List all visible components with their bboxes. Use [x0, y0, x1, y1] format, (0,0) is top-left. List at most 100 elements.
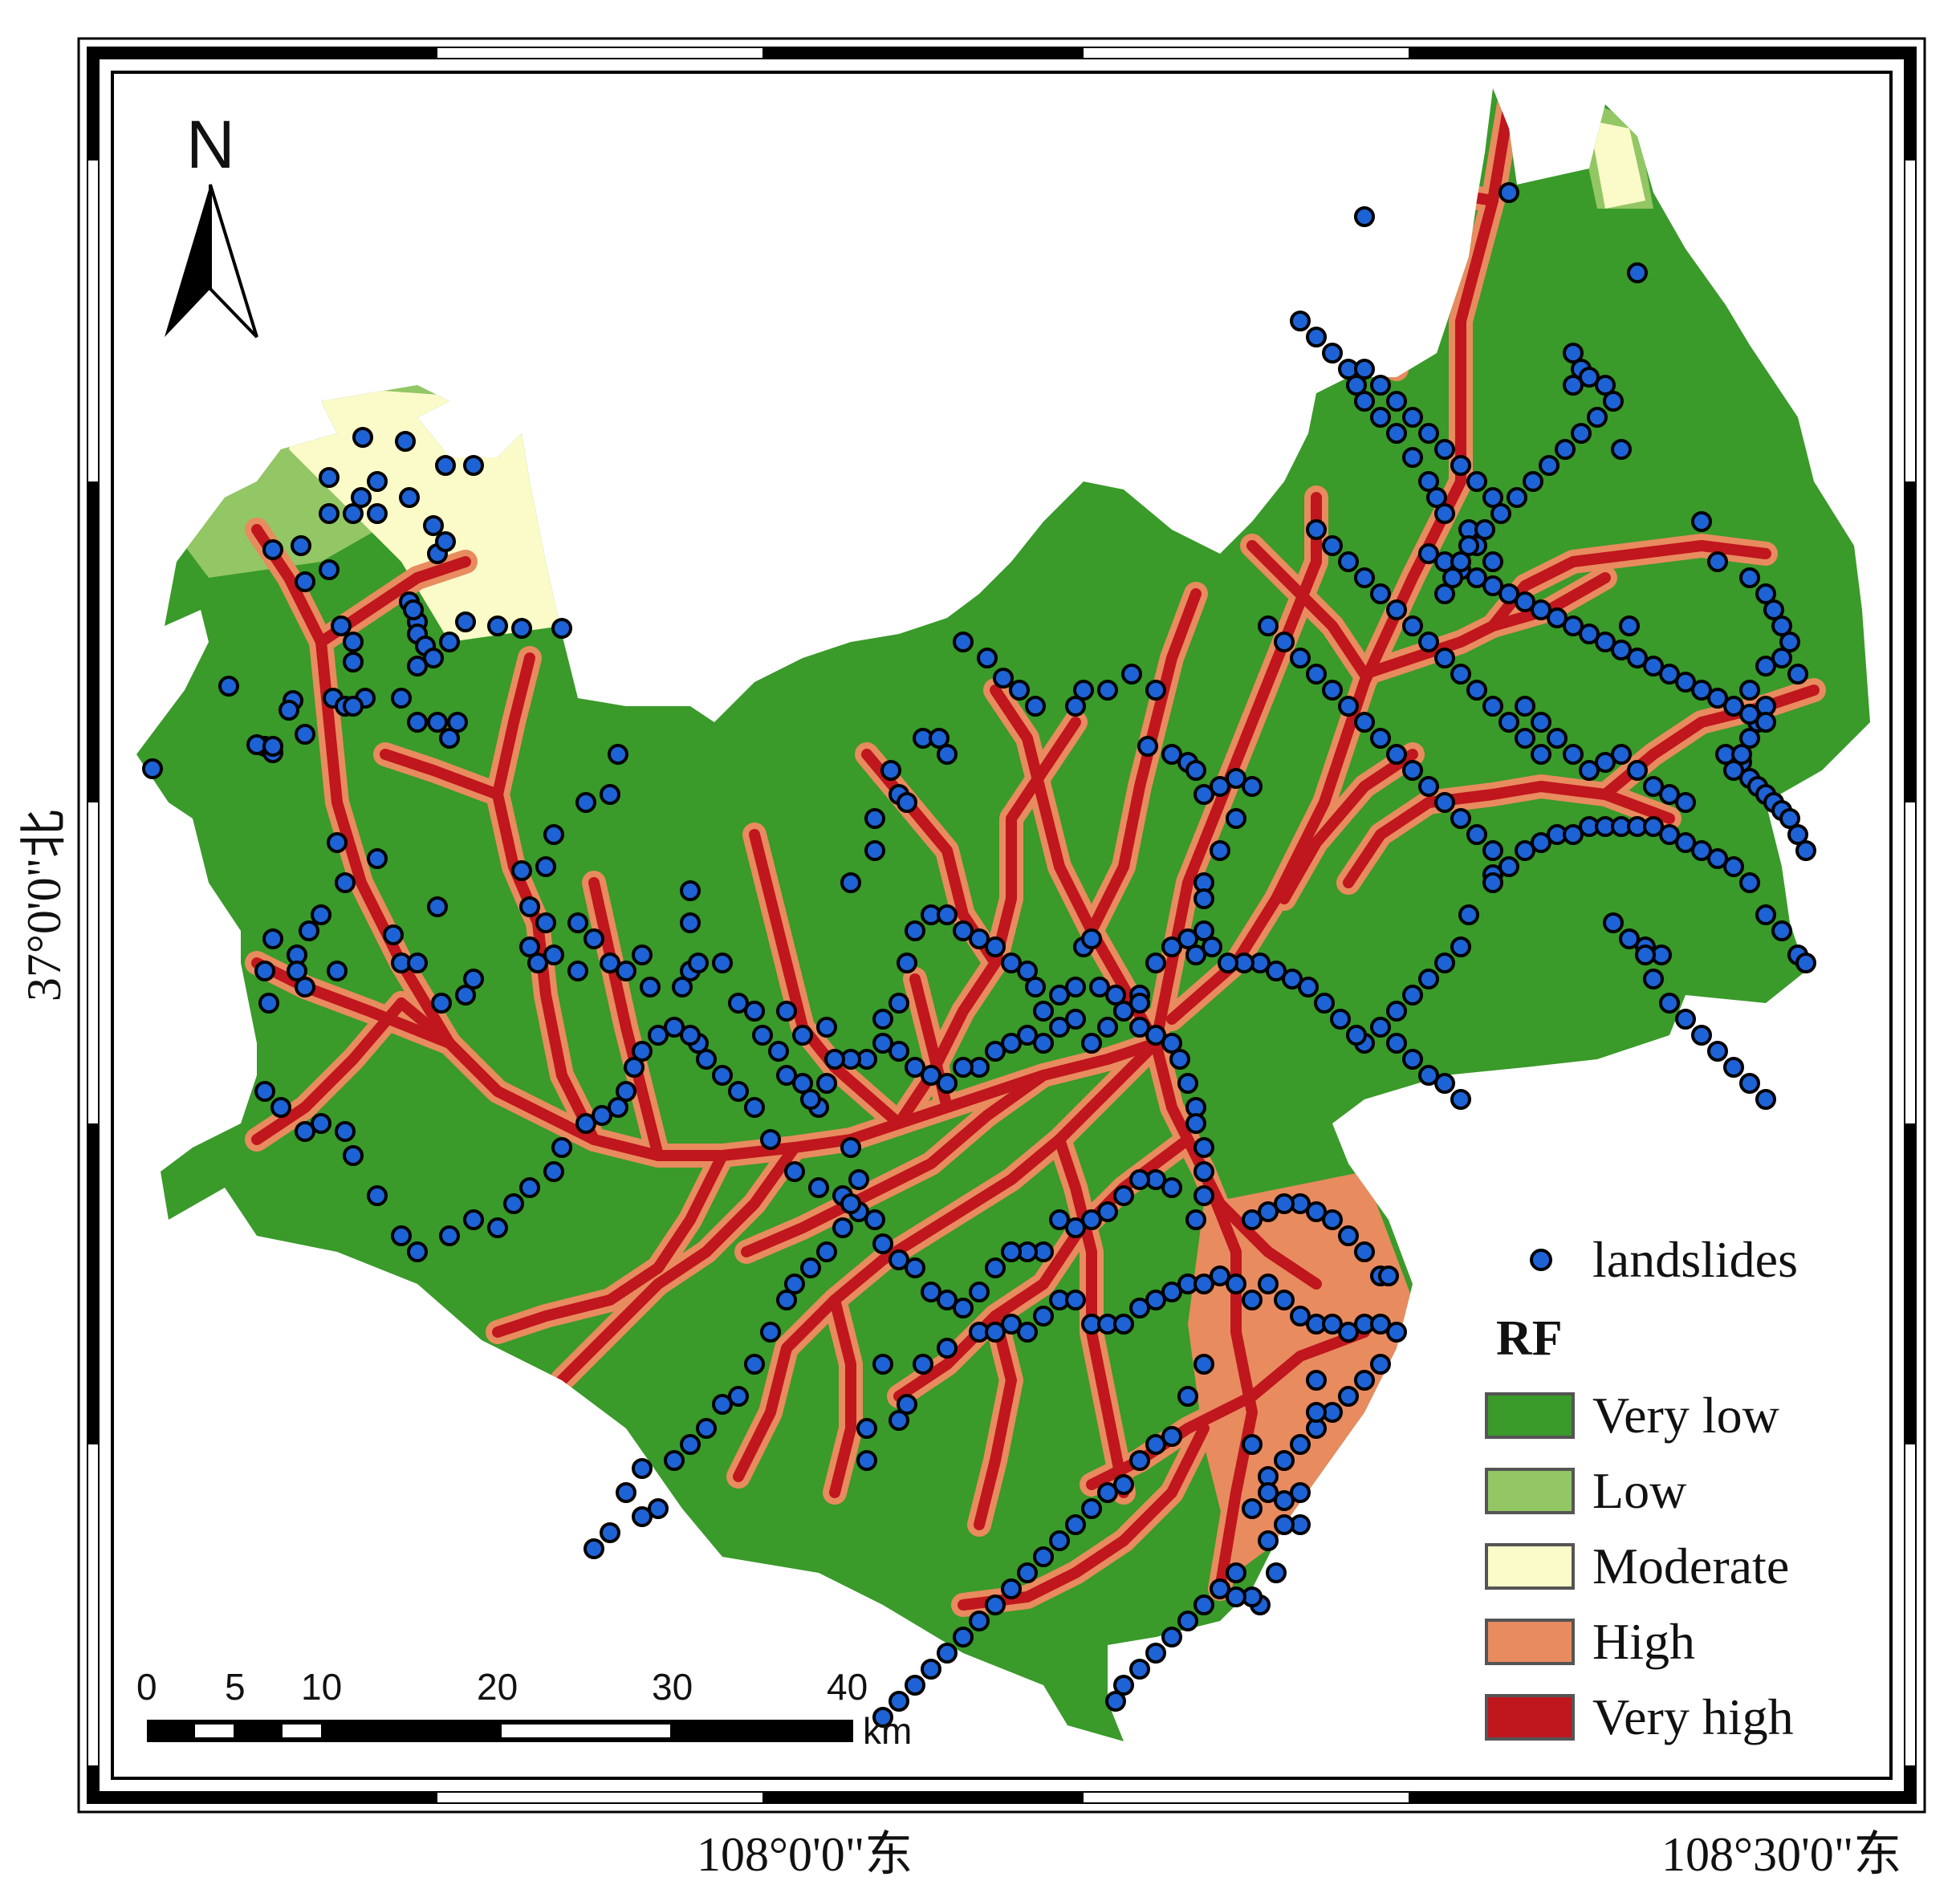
landslide-point	[792, 1025, 813, 1046]
landslide-point	[1258, 1274, 1279, 1294]
landslide-point	[1145, 1643, 1166, 1664]
landslide-point	[1659, 664, 1680, 685]
landslide-point	[1065, 977, 1086, 997]
landslide-point	[1611, 640, 1632, 660]
landslide-point	[1258, 1530, 1279, 1551]
landslide-point	[1145, 1025, 1166, 1046]
landslide-point	[985, 1322, 1006, 1343]
landslide-point	[1193, 1185, 1214, 1206]
landslide-point	[728, 993, 749, 1014]
landslide-point	[1386, 423, 1407, 444]
landslide-point	[1306, 1201, 1327, 1222]
landslide-point	[1515, 840, 1535, 861]
landslide-point	[1771, 648, 1792, 668]
landslide-point	[856, 1418, 877, 1439]
landslide-point	[142, 758, 163, 779]
landslide-point	[1795, 840, 1816, 861]
landslide-point	[985, 1595, 1006, 1615]
landslide-point	[800, 1257, 821, 1278]
landslide-point	[218, 676, 239, 697]
landslide-point	[311, 904, 331, 925]
landslide-point	[921, 1659, 941, 1680]
landslide-point	[977, 648, 998, 668]
landslide-point	[1001, 953, 1022, 973]
landslide-point	[1370, 583, 1391, 604]
landslide-point	[1105, 985, 1126, 1005]
landslide-point	[1290, 1434, 1311, 1455]
landslide-point	[535, 912, 556, 933]
landslide-point	[816, 1073, 837, 1094]
legend-label-very-high: Very high	[1592, 1688, 1794, 1745]
landslide-point	[1466, 680, 1487, 701]
landslide-point	[768, 1041, 789, 1062]
landslide-point	[431, 993, 452, 1014]
landslide-point	[1531, 832, 1551, 853]
landslide-point	[435, 455, 456, 476]
landslide-point	[1547, 607, 1568, 628]
landslide-point	[776, 1065, 797, 1086]
landslide-point	[1515, 591, 1535, 612]
landslide-point	[1755, 1089, 1776, 1110]
landslide-point	[1482, 696, 1503, 717]
landslide-point	[1242, 1498, 1263, 1519]
landslide-point	[295, 1121, 315, 1142]
landslide-point	[1563, 343, 1584, 364]
landslide-point	[800, 1089, 821, 1110]
landslide-point	[1498, 856, 1519, 877]
landslide-point	[776, 1001, 797, 1022]
landslide-point	[1065, 1290, 1086, 1310]
landslide-point	[1434, 953, 1455, 973]
landslide-point	[439, 1225, 460, 1246]
landslide-point	[1001, 1241, 1022, 1262]
landslide-point	[584, 1538, 604, 1559]
landslide-point	[648, 1025, 669, 1046]
landslide-point	[1129, 1659, 1150, 1680]
landslide-point	[367, 503, 388, 524]
landslide-point	[1691, 840, 1712, 861]
landslide-point	[1498, 182, 1519, 203]
landslide-point	[1523, 471, 1543, 492]
landslide-point	[1097, 1201, 1118, 1222]
landslide-point	[889, 1691, 909, 1712]
landslide-point	[463, 969, 484, 989]
landslide-point	[1603, 391, 1624, 412]
landslide-point	[1145, 1290, 1166, 1310]
landslide-point	[1707, 848, 1728, 869]
landslide-point	[543, 1161, 564, 1182]
legend-swatch-moderate	[1485, 1543, 1575, 1590]
landslide-point	[897, 1394, 917, 1415]
landslide-point	[1145, 680, 1166, 701]
landslide-point	[937, 1073, 958, 1094]
landslide-point	[1266, 1562, 1287, 1583]
landslide-point	[1338, 696, 1359, 717]
landslide-point	[279, 700, 299, 721]
legend-label-very-low: Very low	[1592, 1387, 1779, 1444]
landslide-point	[1161, 1177, 1182, 1198]
landslide-point	[407, 656, 428, 676]
landslide-point	[1338, 1386, 1359, 1407]
landslide-point	[1145, 953, 1166, 973]
scale-unit: km	[863, 1710, 913, 1752]
landslide-point	[1450, 1089, 1471, 1110]
landslide-point	[1707, 551, 1728, 572]
legend-item-very-high: Very high	[1485, 1688, 1794, 1747]
landslide-point	[1097, 1482, 1118, 1503]
landslide-point	[1386, 1033, 1407, 1054]
landslide-point	[1434, 648, 1455, 668]
landslide-point	[937, 904, 958, 925]
landslide-point	[1418, 471, 1439, 492]
landslide-point	[937, 744, 958, 765]
landslide-point	[880, 760, 901, 781]
landslide-point	[1049, 1209, 1070, 1230]
landslide-point	[519, 896, 540, 917]
landslide-point	[1033, 1001, 1054, 1022]
landslide-point	[287, 961, 307, 981]
landslide-point	[1707, 1041, 1728, 1062]
landslide-point	[1555, 439, 1576, 460]
landslide-point	[1450, 808, 1471, 829]
landslide-point	[1338, 1225, 1359, 1246]
landslide-point	[1370, 375, 1391, 396]
scale-tick-20: 20	[477, 1666, 518, 1708]
legend-item-very-low: Very low	[1485, 1386, 1779, 1445]
